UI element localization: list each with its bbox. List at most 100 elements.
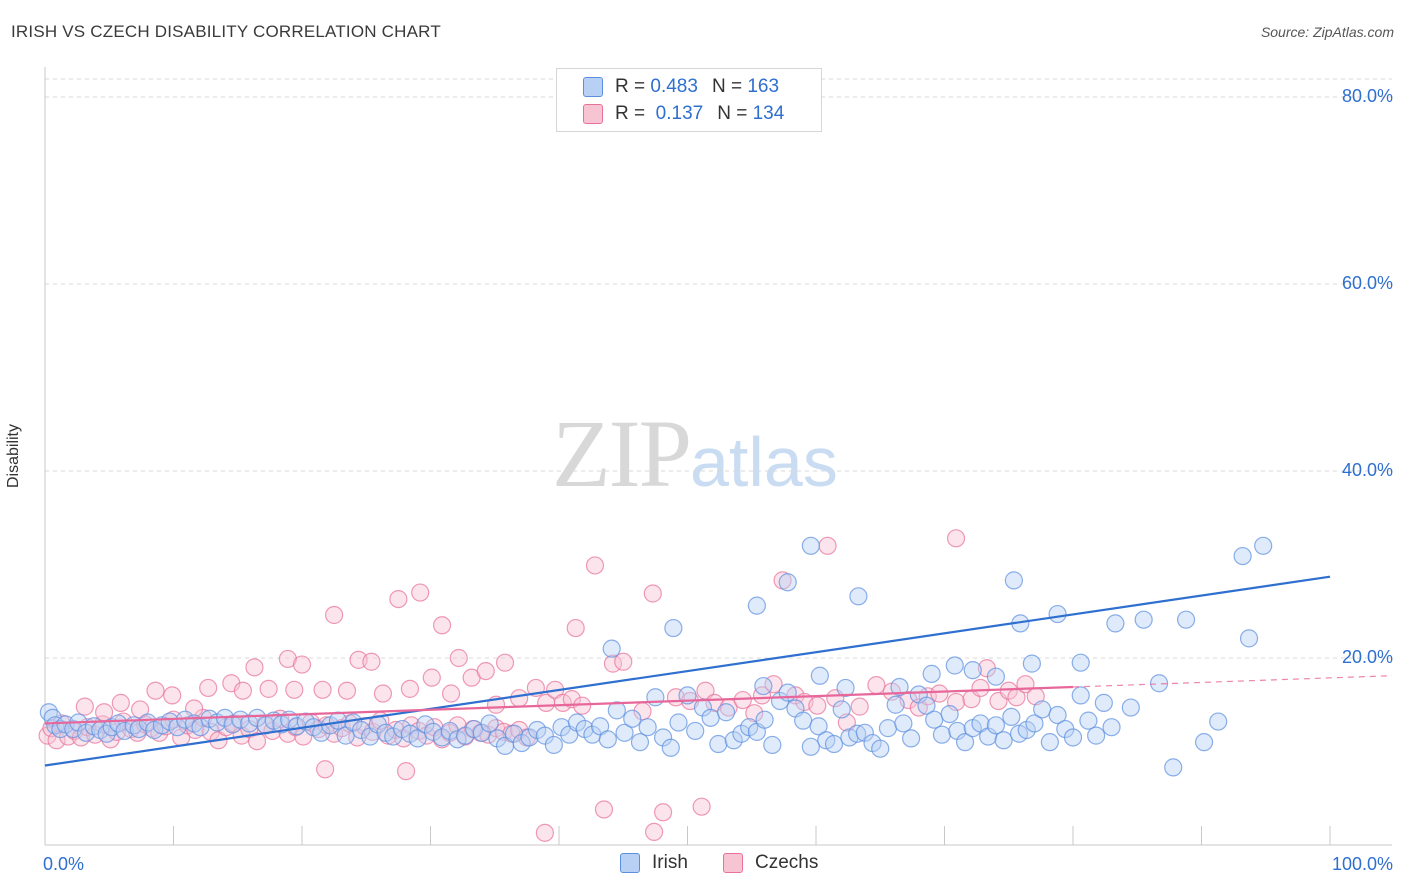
- irish-point: [763, 735, 782, 755]
- irish-point: [901, 729, 921, 748]
- legend-row-czechs: R = 0.137 N = 134: [583, 101, 784, 127]
- czechs-point: [585, 556, 605, 575]
- irish-point: [848, 724, 867, 743]
- irish-point: [686, 721, 705, 741]
- czechs-point: [752, 686, 772, 705]
- irish-point: [849, 587, 868, 606]
- irish-point: [940, 704, 959, 724]
- irish-point: [1194, 733, 1214, 752]
- irish-point: [598, 730, 617, 749]
- irish-point: [1071, 686, 1090, 705]
- irish-point: [615, 723, 634, 742]
- czechs-point: [432, 616, 452, 635]
- irish-point: [416, 715, 435, 734]
- irish-point: [1209, 712, 1228, 731]
- czechs-point: [373, 684, 393, 703]
- watermark-atlas: atlas: [690, 423, 838, 501]
- czechs-point: [850, 697, 869, 716]
- irish-point: [1121, 698, 1140, 717]
- irish-point: [138, 713, 157, 732]
- irish-point: [1004, 571, 1023, 590]
- czechs-swatch: [583, 104, 603, 124]
- irish-point: [1063, 728, 1083, 747]
- czechs-point: [47, 731, 66, 750]
- czechs-point: [233, 681, 252, 700]
- czechs-point: [146, 681, 165, 700]
- irish-point: [352, 720, 371, 740]
- irish-point: [1087, 726, 1106, 745]
- irish-point: [661, 738, 680, 757]
- czechs-point: [653, 803, 673, 822]
- czechs-point: [495, 653, 515, 672]
- irish-point: [832, 700, 851, 719]
- czechs-point: [553, 693, 572, 712]
- irish-point: [917, 696, 936, 715]
- irish-point: [1106, 614, 1125, 633]
- irish-point: [504, 724, 524, 743]
- irish-point: [1094, 693, 1113, 712]
- y-tick-label: 60.0%: [1342, 273, 1393, 293]
- irish-point: [520, 728, 539, 747]
- irish-point: [778, 683, 797, 702]
- czechs-point: [247, 732, 267, 751]
- czechs-point: [75, 697, 94, 716]
- czechs-point: [337, 681, 357, 700]
- czechs-point: [808, 696, 827, 715]
- irish-point: [754, 676, 773, 696]
- legend-n-value: 134: [752, 103, 785, 124]
- irish-point: [894, 714, 913, 733]
- irish-point: [607, 701, 626, 720]
- irish-point: [1254, 536, 1273, 555]
- czechs-point: [150, 723, 169, 742]
- y-tick-label: 40.0%: [1342, 460, 1393, 480]
- irish-point: [630, 733, 650, 752]
- irish-point: [886, 695, 905, 714]
- legend-row-irish: R = 0.483 N = 163: [583, 74, 779, 100]
- irish-point: [945, 656, 964, 675]
- legend-r-value: 0.483: [650, 76, 698, 97]
- x-tick-label: 0.0%: [43, 854, 84, 874]
- irish-point: [638, 718, 657, 737]
- czechs-point: [643, 584, 662, 603]
- irish-point: [1040, 733, 1059, 752]
- irish-point: [664, 618, 683, 638]
- irish-point: [1002, 707, 1021, 727]
- irish-point: [709, 734, 728, 754]
- irish-point: [1164, 758, 1183, 777]
- irish-trendline: [44, 575, 1331, 767]
- czechs-point: [245, 658, 264, 677]
- legend-r-label: R =: [615, 76, 646, 97]
- irish-point: [925, 710, 944, 729]
- irish-point: [1239, 629, 1259, 648]
- y-axis-label: Disability: [5, 423, 22, 489]
- bottom-legend-czechs-label: Czechs: [755, 852, 819, 873]
- irish-point: [747, 596, 766, 615]
- irish-point: [1025, 714, 1044, 733]
- legend-r-label: R =: [615, 103, 646, 124]
- czechs-point: [313, 680, 332, 699]
- irish-point: [1033, 700, 1052, 719]
- irish-point: [408, 729, 427, 748]
- czechs-point: [389, 589, 408, 609]
- irish-point: [701, 708, 720, 727]
- irish-point: [794, 711, 813, 730]
- czechs-point: [396, 762, 416, 781]
- czechs-point: [325, 605, 344, 625]
- czechs-point: [562, 690, 581, 709]
- legend-n-label: N =: [711, 76, 743, 97]
- irish-point: [855, 723, 874, 742]
- irish-point: [810, 666, 829, 685]
- czechs-point: [199, 678, 218, 698]
- y-tick-label: 20.0%: [1342, 647, 1393, 667]
- irish-point: [109, 714, 128, 733]
- y-tick-label: 80.0%: [1342, 86, 1393, 106]
- irish-point: [1079, 711, 1098, 730]
- irish-point: [836, 678, 855, 698]
- irish-point: [669, 713, 688, 732]
- irish-point: [1022, 654, 1041, 673]
- czechs-point: [566, 618, 585, 638]
- irish-swatch: [583, 77, 603, 97]
- irish-point: [480, 714, 499, 733]
- czechs-swatch: [723, 853, 743, 873]
- czechs-point: [111, 693, 130, 712]
